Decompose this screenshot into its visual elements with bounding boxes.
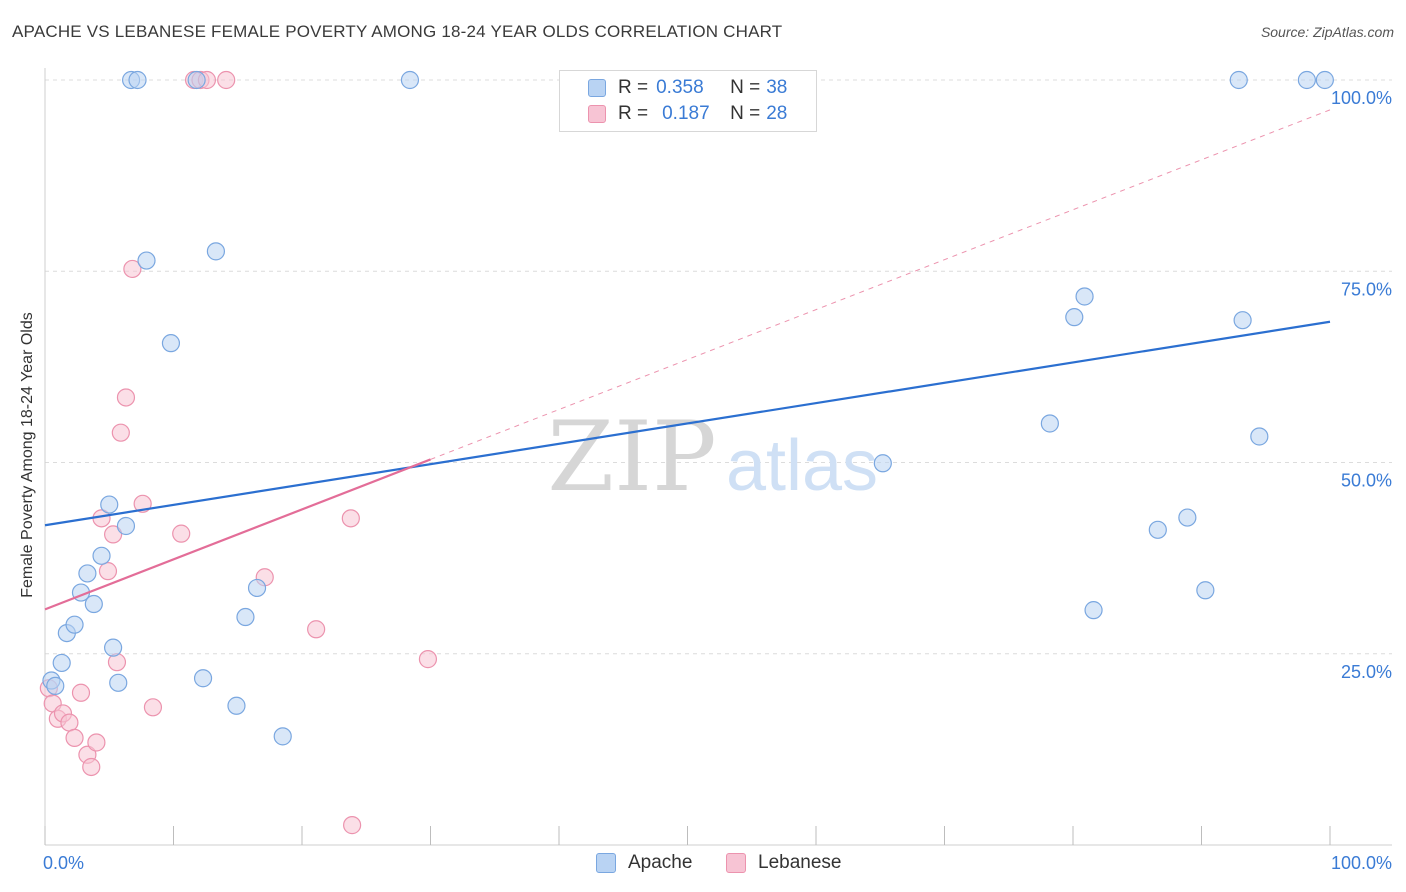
legend-n-value: 38 [766,77,788,98]
apache-point [104,638,123,657]
apache-point [1065,308,1084,327]
apache-point [78,564,97,583]
points-layer [39,70,1334,835]
apache-point [247,578,267,598]
apache-point [187,70,206,90]
apache-point [236,607,255,627]
apache-point [84,594,103,614]
apache-point [193,669,213,688]
apache-point [1148,520,1167,539]
apache-trend-line [44,320,1331,527]
bottom-legend-apache-label: Apache [628,852,693,873]
bottom-legend-lebanese[interactable]: Lebanese [726,852,841,874]
lebanese-point [98,562,118,581]
lebanese-point [71,683,91,702]
tick-labels: 25.0% 50.0% 75.0% 100.0% 0.0% 100.0% [43,88,1392,873]
lebanese-point [87,733,106,752]
apache-point [116,516,136,536]
grid-layer [45,79,1392,655]
lebanese-trend-line [44,458,431,611]
legend-row-apache: R = 0.358 N = 38 [560,75,787,101]
apache-point [1229,70,1248,90]
apache-point [1040,414,1059,433]
legend-n-value: 28 [766,103,788,124]
apache-swatch [596,853,616,873]
apache-point [400,70,420,90]
y-tick-label: 75.0% [1341,279,1392,299]
apache-point [161,334,181,353]
lebanese-point [82,757,101,777]
lebanese-point [65,728,84,748]
apache-point [1250,427,1269,446]
apache-point [137,251,156,270]
lebanese-point [111,423,130,442]
chart-title: APACHE VS LEBANESE FEMALE POVERTY AMONG … [12,22,783,41]
legend-n-label: N = [730,103,761,124]
apache-point [273,727,292,746]
apache-point [1178,508,1197,527]
lebanese-swatch [588,105,606,123]
trend-layer [430,109,1331,460]
apache-point [873,454,892,473]
apache-point [65,615,84,634]
lebanese-point [341,509,360,528]
apache-point [1196,581,1215,600]
x-tick-label: 100.0% [1331,853,1392,873]
legend-box: R = 0.358 N = 38 R = 0.187 N = 28 [559,70,817,132]
legend-row-lebanese: R = 0.187 N = 28 [560,101,787,127]
lebanese-point [143,698,163,717]
apache-point [206,242,226,261]
legend-r-label: R = [618,103,649,124]
legend-r-label: R = [618,77,649,98]
watermark-atlas: atlas [726,426,878,506]
bottom-legend: Apache Lebanese [0,852,1406,878]
lebanese-point [418,650,438,669]
watermark-zip: ZIP [547,401,716,513]
apache-point [128,70,147,90]
lebanese-point [123,259,142,279]
apache-point [1075,287,1094,306]
apache-point [1297,70,1316,90]
legend-r-value: 0.187 [662,103,710,124]
apache-point [109,673,128,692]
legend-n-label: N = [730,77,761,98]
apache-point [100,495,119,514]
y-tick-label: 100.0% [1331,88,1392,108]
apache-point [1084,601,1103,620]
source-label: Source: ZipAtlas.com [1260,24,1394,40]
apache-swatch [588,79,606,97]
apache-point [227,696,246,715]
axis-layer [44,68,1392,846]
lebanese-point [307,620,326,639]
lebanese-trend-extension [430,109,1331,460]
apache-point [92,546,111,565]
lebanese-point [104,525,123,544]
lebanese-point [217,70,236,90]
apache-point [1233,311,1252,330]
watermark: ZIP atlas [547,401,878,513]
lebanese-swatch [726,853,746,873]
bottom-legend-apache[interactable]: Apache [596,852,692,874]
y-tick-label: 50.0% [1341,471,1392,491]
apache-point [1315,70,1334,90]
y-tick-label: 25.0% [1341,662,1392,682]
bottom-legend-lebanese-label: Lebanese [758,852,842,873]
legend-r-value: 0.358 [656,77,704,98]
apache-point [46,676,65,695]
lebanese-point [60,713,79,732]
x-tick-label: 0.0% [43,853,84,873]
apache-point [52,653,71,673]
lebanese-point [343,816,362,835]
lebanese-point [116,388,136,407]
lebanese-point [172,524,191,543]
